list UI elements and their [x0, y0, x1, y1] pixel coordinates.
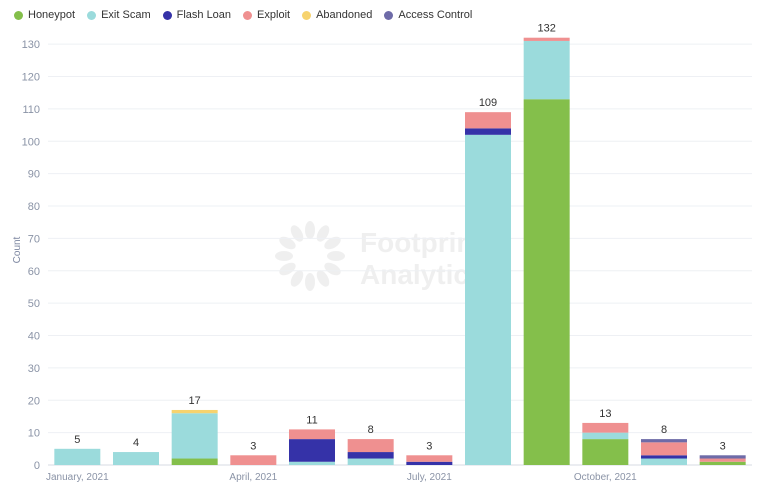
y-tick-label: 80	[28, 201, 40, 213]
legend-item[interactable]: Exploit	[243, 9, 290, 21]
legend-label: Access Control	[398, 9, 473, 21]
x-tick-label: January, 2021	[46, 472, 109, 483]
chart-legend: Honeypot Exit Scam Flash Loan Exploit Abando…	[14, 9, 472, 21]
y-tick-label: 120	[22, 72, 40, 84]
bar-total-label: 109	[479, 97, 497, 109]
bar-segment	[465, 128, 511, 135]
bar-segment	[465, 134, 511, 466]
bar-segment	[582, 439, 629, 465]
legend-label: Exit Scam	[101, 9, 151, 21]
bar-segment	[113, 452, 159, 465]
bar-segment	[171, 458, 218, 465]
bar-segment	[171, 413, 218, 459]
legend-item[interactable]: Access Control	[384, 9, 472, 21]
x-tick-label: April, 2021	[229, 472, 277, 483]
bar-segment	[641, 458, 687, 465]
bar-total-label: 3	[720, 440, 726, 452]
bar-segment	[406, 461, 453, 465]
y-tick-label: 100	[22, 136, 40, 148]
bar-total-label: 132	[537, 23, 555, 35]
y-tick-label: 10	[28, 428, 40, 440]
legend-swatch	[87, 10, 97, 20]
y-tick-label: 110	[22, 104, 40, 116]
legend-swatch	[162, 10, 172, 20]
legend-swatch	[302, 10, 312, 20]
bar-segment	[347, 439, 394, 453]
legend-label: Flash Loan	[176, 9, 232, 21]
svg-text:Analytics: Analytics	[360, 259, 485, 290]
bar-segment	[171, 409, 218, 414]
bar-segment	[582, 432, 629, 440]
legend-label: Exploit	[257, 9, 291, 21]
legend-label: Abandoned	[316, 9, 373, 21]
legend-item[interactable]: Flash Loan	[162, 9, 232, 21]
bar-total-label: 8	[368, 424, 374, 436]
bar-segment	[230, 455, 277, 465]
y-tick-label: 70	[28, 233, 40, 245]
bar-segment	[699, 461, 746, 465]
bar-segment	[641, 439, 687, 443]
bar-segment	[347, 458, 394, 465]
bar-segment	[699, 455, 746, 459]
bar-total-label: 13	[599, 408, 611, 420]
y-axis-label: Count	[12, 236, 23, 263]
y-tick-label: 130	[22, 39, 40, 51]
y-tick-label: 0	[34, 460, 40, 472]
bar-total-label: 5	[74, 434, 80, 446]
x-tick-label: July, 2021	[407, 472, 452, 483]
y-tick-label: 90	[28, 169, 40, 181]
bar-segment	[289, 461, 335, 465]
bar-total-label: 8	[661, 424, 667, 436]
bar-segment	[523, 99, 570, 465]
bar-segment	[641, 442, 687, 456]
bar-segment	[465, 112, 511, 129]
y-tick-label: 50	[28, 298, 40, 310]
bar-segment	[54, 448, 101, 465]
y-tick-label: 30	[28, 363, 40, 375]
bar-segment	[347, 452, 394, 459]
y-tick-label: 40	[28, 331, 40, 343]
y-tick-label: 20	[28, 395, 40, 407]
svg-text:Footprint: Footprint	[360, 227, 483, 258]
bar-segment	[406, 455, 453, 462]
legend-swatch	[384, 10, 394, 20]
bar-total-label: 17	[189, 395, 201, 407]
bar-total-label: 3	[426, 440, 432, 452]
bar-segment	[289, 439, 335, 462]
legend-item[interactable]: Abandoned	[302, 9, 372, 21]
y-tick-label: 60	[28, 266, 40, 278]
legend-swatch	[243, 10, 253, 20]
legend-item[interactable]: Honeypot	[14, 9, 75, 21]
bar-total-label: 3	[250, 440, 256, 452]
x-tick-label: October, 2021	[574, 472, 637, 483]
bar-segment	[582, 422, 629, 433]
bar-segment	[641, 455, 687, 459]
bar-total-label: 11	[306, 414, 317, 426]
bar-segment	[523, 37, 570, 41]
bar-segment	[289, 429, 335, 440]
bar-total-label: 4	[133, 437, 139, 449]
bar-segment	[699, 458, 746, 462]
legend-swatch	[14, 10, 23, 20]
legend-item[interactable]: Exit Scam	[87, 9, 151, 21]
bar-segment	[523, 40, 570, 100]
legend-label: Honeypot	[28, 9, 76, 21]
